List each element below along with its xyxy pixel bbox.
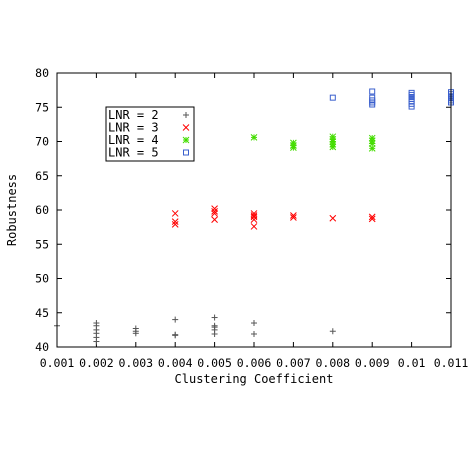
- x-tick-label: 0.005: [197, 356, 232, 370]
- legend-label: LNR = 5: [108, 146, 159, 160]
- data-point: [211, 208, 218, 215]
- data-point: [329, 143, 337, 151]
- y-tick-label: 70: [35, 135, 49, 149]
- data-point: [250, 134, 258, 141]
- data-point: [172, 332, 179, 339]
- y-tick-label: 80: [35, 66, 49, 80]
- y-tick-label: 60: [35, 203, 49, 217]
- x-tick-label: 0.008: [315, 356, 350, 370]
- data-point: [250, 216, 258, 223]
- legend-marker: [183, 112, 189, 118]
- data-point: [369, 88, 376, 95]
- data-point: [211, 330, 218, 337]
- x-tick-label: 0.001: [40, 356, 75, 370]
- data-point: [251, 320, 257, 327]
- legend-label: LNR = 3: [108, 121, 159, 135]
- legend-marker: [183, 149, 189, 156]
- legend-marker: [182, 136, 190, 144]
- y-tick-label: 65: [35, 169, 49, 183]
- data-point: [368, 215, 376, 223]
- data-point: [368, 213, 376, 221]
- data-point: [290, 144, 297, 152]
- data-point: [369, 101, 376, 108]
- legend-marker: [182, 124, 190, 131]
- data-point: [172, 316, 179, 323]
- y-tick-label: 55: [35, 237, 49, 251]
- y-axis-title: Robustness: [5, 174, 19, 246]
- data-point: [329, 214, 337, 222]
- x-tick-label: 0.004: [158, 356, 193, 370]
- x-tick-label: 0.007: [276, 356, 311, 370]
- data-point: [93, 338, 100, 345]
- data-point: [368, 144, 376, 152]
- data-point: [171, 218, 179, 225]
- x-tick-label: 0.003: [118, 356, 153, 370]
- x-tick-label: 0.01: [398, 356, 426, 370]
- data-point: [290, 212, 297, 219]
- x-tick-label: 0.011: [434, 356, 469, 370]
- x-tick-label: 0.006: [237, 356, 272, 370]
- data-points: [54, 88, 454, 345]
- data-point: [211, 210, 218, 217]
- x-tick-label: 0.002: [79, 356, 114, 370]
- data-point: [211, 314, 218, 321]
- data-point: [171, 221, 179, 228]
- data-point: [408, 103, 415, 110]
- legend-label: LNR = 4: [108, 133, 159, 147]
- x-axis-title: Clustering Coefficient: [175, 372, 334, 386]
- y-tick-label: 50: [35, 272, 49, 286]
- data-point: [329, 328, 336, 335]
- data-point: [211, 205, 218, 212]
- data-point: [329, 94, 336, 101]
- plot-area-frame: [56, 72, 452, 348]
- data-point: [251, 330, 257, 337]
- y-tick-label: 75: [35, 100, 49, 114]
- legend-label: LNR = 2: [108, 108, 159, 122]
- data-point: [171, 210, 179, 217]
- data-point: [250, 213, 258, 221]
- data-point: [132, 330, 139, 337]
- data-point: [290, 214, 297, 221]
- x-tick-label: 0.009: [355, 356, 390, 370]
- y-tick-label: 45: [35, 306, 49, 320]
- tick-labels: 40 45 50 55 60 65 70 75 80 0.001 0.002 0.003 0.004 0.…: [35, 66, 468, 370]
- data-point: [250, 223, 258, 230]
- data-point: [211, 216, 218, 223]
- legend-box: [105, 106, 195, 162]
- y-tick-label: 40: [35, 340, 49, 354]
